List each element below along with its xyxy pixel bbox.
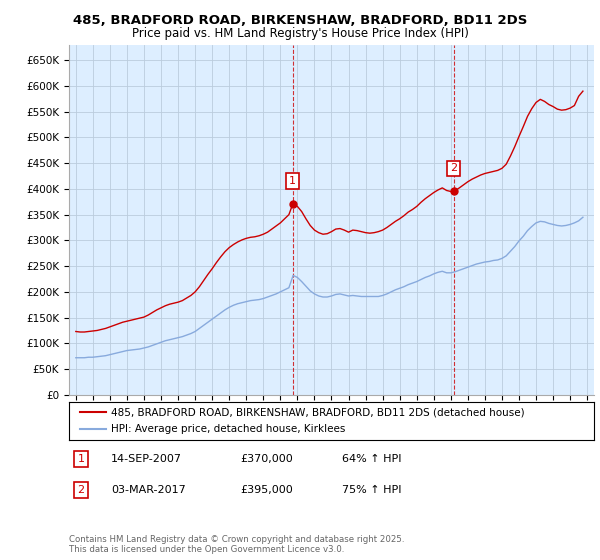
Text: Contains HM Land Registry data © Crown copyright and database right 2025.
This d: Contains HM Land Registry data © Crown c… bbox=[69, 535, 404, 554]
Text: £395,000: £395,000 bbox=[240, 485, 293, 495]
Text: HPI: Average price, detached house, Kirklees: HPI: Average price, detached house, Kirk… bbox=[111, 424, 346, 434]
Text: Price paid vs. HM Land Registry's House Price Index (HPI): Price paid vs. HM Land Registry's House … bbox=[131, 27, 469, 40]
Text: 2: 2 bbox=[77, 485, 85, 495]
Text: 03-MAR-2017: 03-MAR-2017 bbox=[111, 485, 186, 495]
Text: 1: 1 bbox=[77, 454, 85, 464]
Text: 64% ↑ HPI: 64% ↑ HPI bbox=[342, 454, 401, 464]
Text: 14-SEP-2007: 14-SEP-2007 bbox=[111, 454, 182, 464]
Text: 1: 1 bbox=[289, 176, 296, 186]
Text: 75% ↑ HPI: 75% ↑ HPI bbox=[342, 485, 401, 495]
Text: 485, BRADFORD ROAD, BIRKENSHAW, BRADFORD, BD11 2DS: 485, BRADFORD ROAD, BIRKENSHAW, BRADFORD… bbox=[73, 14, 527, 27]
Text: 485, BRADFORD ROAD, BIRKENSHAW, BRADFORD, BD11 2DS (detached house): 485, BRADFORD ROAD, BIRKENSHAW, BRADFORD… bbox=[111, 407, 524, 417]
Text: £370,000: £370,000 bbox=[240, 454, 293, 464]
Text: 2: 2 bbox=[450, 164, 457, 174]
